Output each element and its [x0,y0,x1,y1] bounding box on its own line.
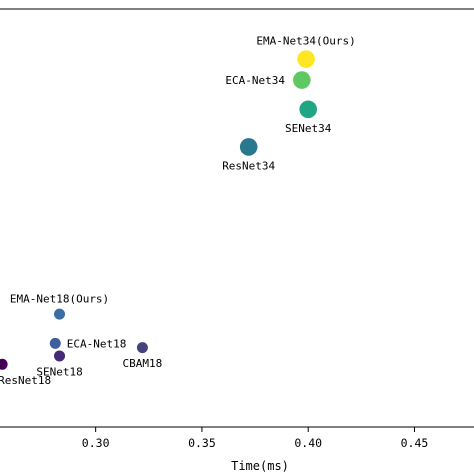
data-point [49,337,61,349]
x-tick-label: 0.35 [188,436,216,450]
data-point-label: SENet18 [36,365,82,378]
data-point-label: CBAM18 [123,357,163,370]
data-point-label: EMA-Net34(Ours) [256,34,355,47]
data-point [54,350,66,362]
data-point-label: ResNet18 [0,374,51,387]
x-tick-label: 0.40 [294,436,322,450]
data-point [0,358,8,370]
x-tick-label: 0.30 [82,436,110,450]
x-axis-title: Time(ms) [231,459,289,473]
data-point-labels: EMA-Net34(Ours) ECA-Net34 SENet34 ResNet34 E… [0,34,356,386]
data-point-label: ECA-Net34 [225,74,285,87]
data-point [136,342,148,354]
x-axis-ticks: 0.30 0.35 0.40 0.45 [82,427,429,450]
data-point [297,50,315,68]
data-point [299,100,318,119]
data-point [239,138,258,156]
x-tick-label: 0.45 [401,436,429,450]
data-points [0,50,318,370]
data-point-label: ECA-Net18 [67,337,127,350]
data-point-label: EMA-Net18(Ours) [10,293,109,306]
data-point-label: ResNet34 [222,160,275,173]
data-point [54,308,66,320]
data-point [293,71,311,89]
data-point-label: SENet34 [285,122,332,135]
